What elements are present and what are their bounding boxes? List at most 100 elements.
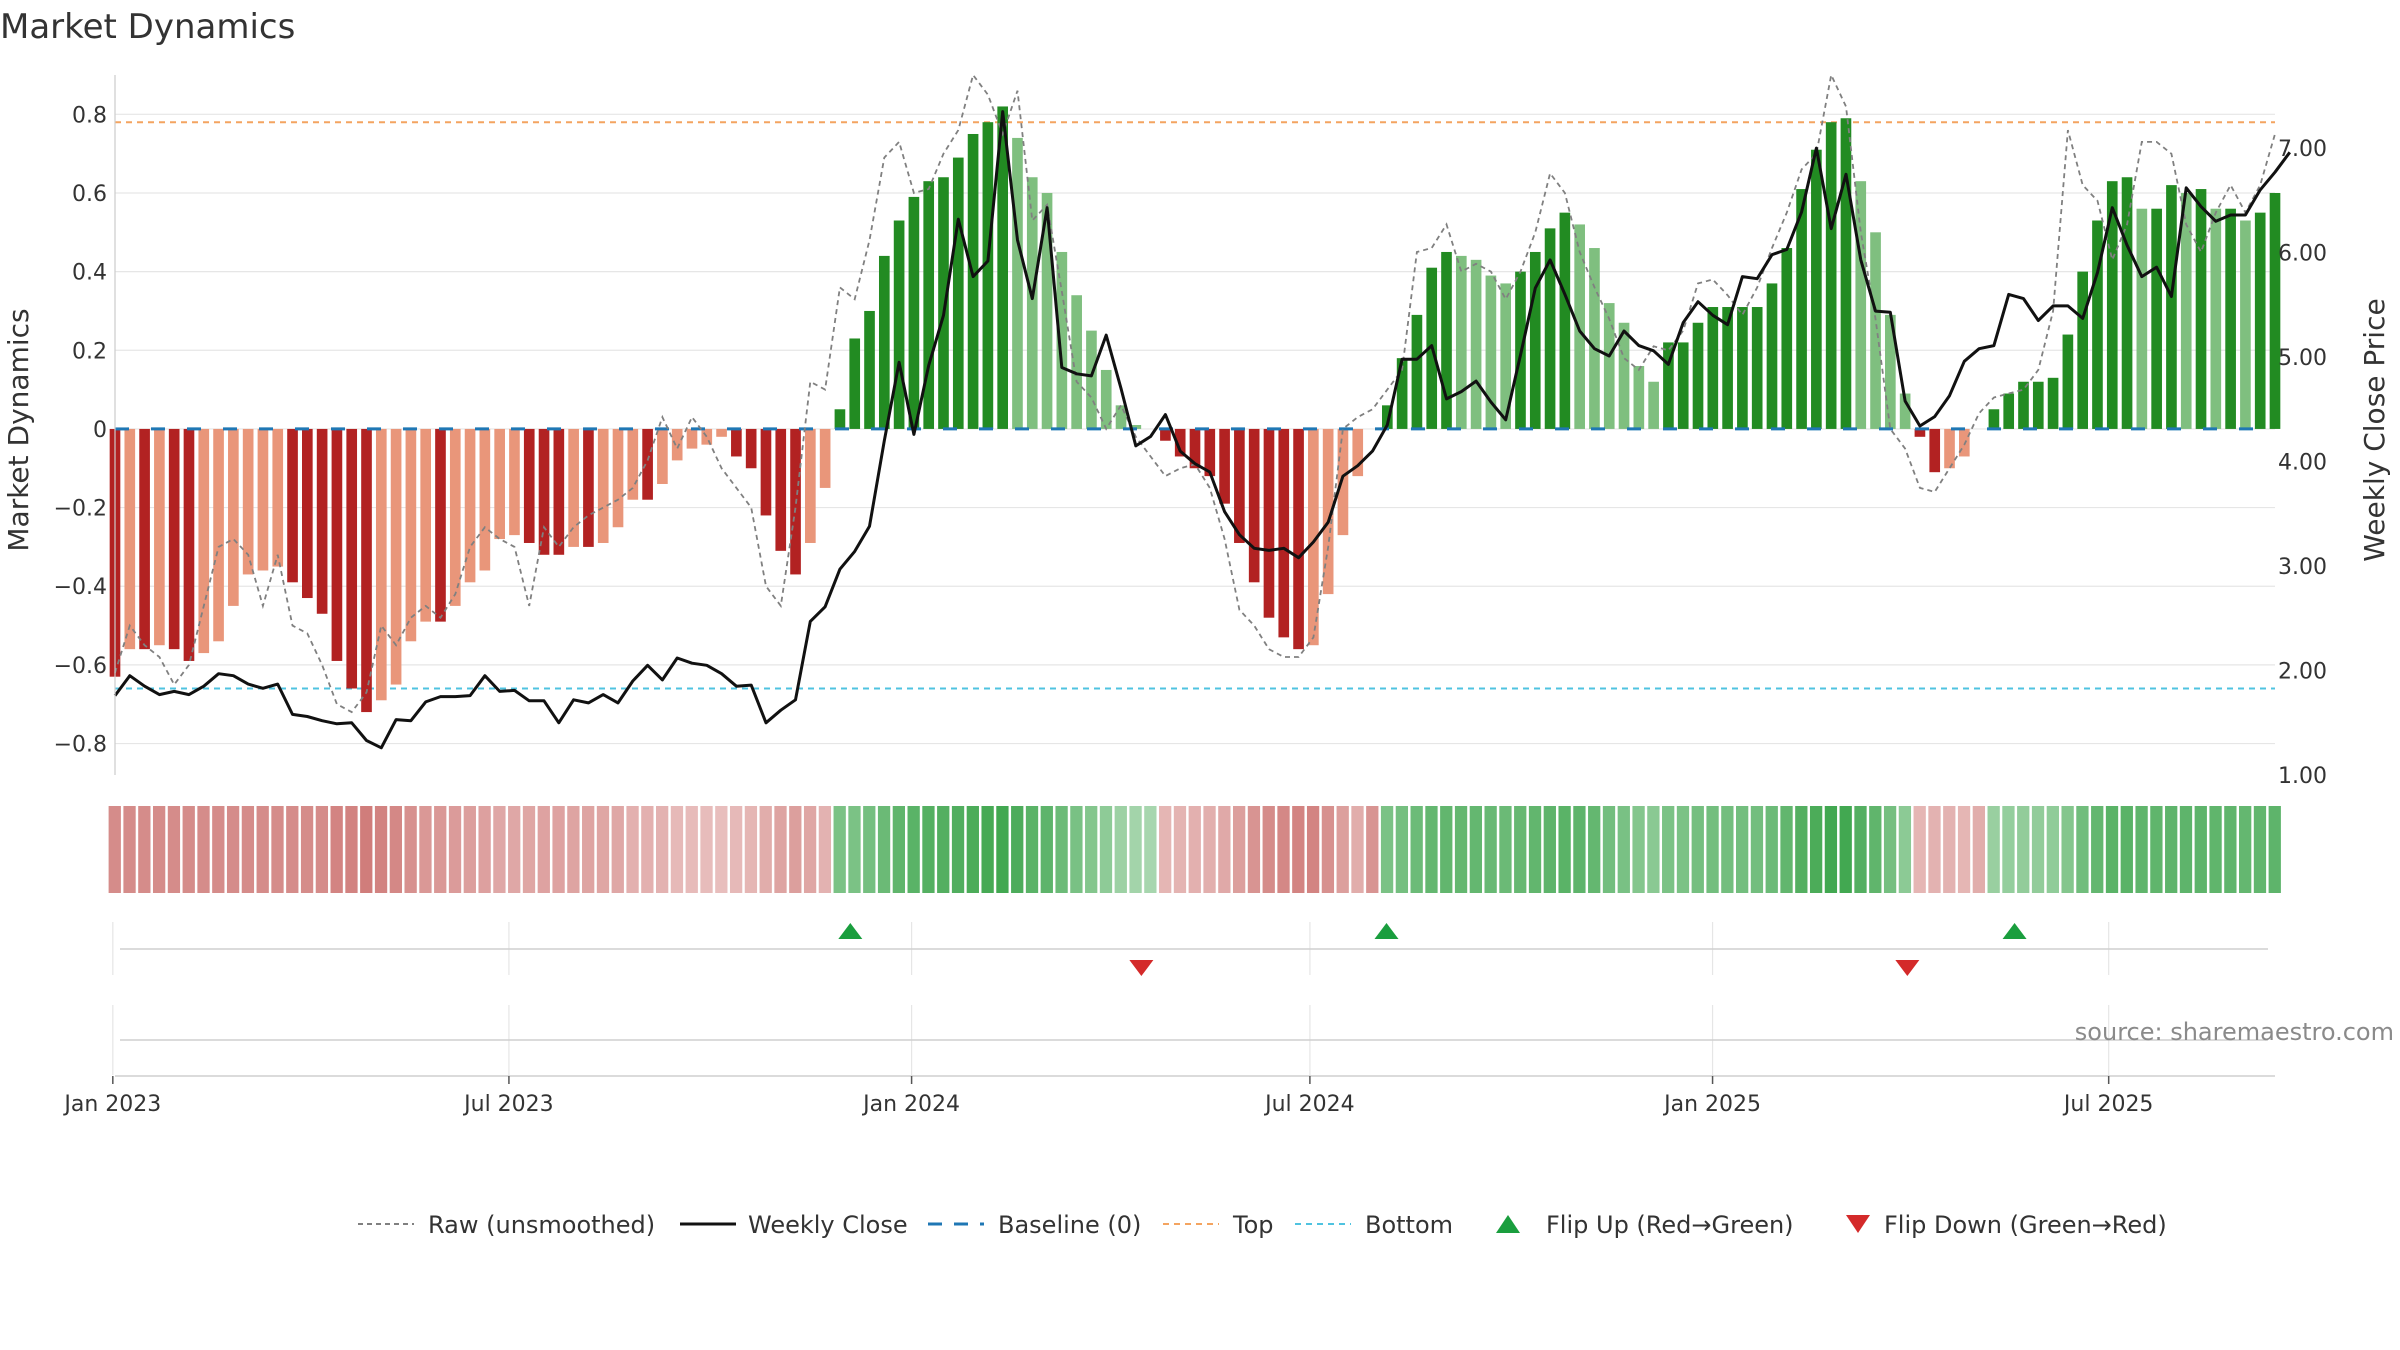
- market-dynamics-bar: [509, 428, 520, 536]
- market-dynamics-bar: [183, 428, 195, 661]
- strength-cell: [937, 806, 950, 893]
- strength-cell: [1839, 806, 1852, 893]
- market-dynamics-bar: [1589, 248, 1600, 429]
- strength-cell: [1203, 806, 1216, 893]
- strength-cell: [744, 806, 758, 893]
- market-dynamics-bar: [302, 428, 313, 599]
- strength-cell: [1869, 806, 1882, 893]
- strength-cell: [863, 806, 876, 893]
- strength-cell: [1085, 806, 1098, 893]
- strength-cell: [1173, 806, 1187, 893]
- x-axis-ticks: Jan 2023 Jul 2023 Jan 2024 Jul 2024 Jan 2025…: [62, 1005, 2275, 1117]
- market-dynamics-bar: [893, 220, 905, 429]
- market-dynamics-bar: [938, 177, 949, 429]
- market-dynamics-bar: [2269, 192, 2281, 429]
- legend-swatch-flip-up: [1496, 1215, 1520, 1233]
- market-dynamics-bar: [1012, 137, 1023, 429]
- strength-cell: [152, 806, 166, 893]
- strength-cell: [330, 806, 343, 893]
- strength-cell: [1070, 806, 1083, 893]
- market-dynamics-bar: [331, 428, 343, 661]
- strength-cell: [1292, 806, 1305, 893]
- flip-up-marker: [2002, 923, 2027, 939]
- market-dynamics-bar: [1840, 118, 1852, 429]
- strength-cell: [1632, 806, 1645, 893]
- strength-cell: [1321, 806, 1335, 893]
- legend-label-bottom: Bottom: [1365, 1211, 1453, 1239]
- strength-cell: [1159, 806, 1172, 893]
- market-dynamics-bar: [1988, 409, 2000, 429]
- strength-cell: [2091, 806, 2104, 893]
- legend-label-raw: Raw (unsmoothed): [428, 1211, 655, 1239]
- strength-cell: [1306, 806, 1320, 893]
- chart-title: Market Dynamics: [0, 7, 295, 47]
- market-dynamics-bar: [1929, 428, 1941, 473]
- market-dynamics-bar: [1855, 181, 1867, 429]
- y-right-tick-label: 5.00: [2278, 346, 2327, 371]
- market-dynamics-bar: [642, 428, 653, 500]
- strength-cell: [1099, 806, 1113, 893]
- market-dynamics-bar: [375, 428, 387, 701]
- strength-cell: [789, 806, 802, 893]
- strength-cell: [1676, 806, 1690, 893]
- strength-cell: [1602, 806, 1616, 893]
- strength-cell: [241, 806, 255, 893]
- market-dynamics-bar: [657, 428, 668, 484]
- strength-cell: [1617, 806, 1630, 893]
- y-right-tick-label: 3.00: [2278, 555, 2327, 580]
- strength-cell: [1366, 806, 1379, 893]
- market-dynamics-bar: [1529, 251, 1541, 429]
- strength-cell: [700, 806, 713, 893]
- strength-cell: [1647, 806, 1660, 893]
- market-dynamics-bar: [316, 428, 328, 614]
- strength-cell: [182, 806, 195, 893]
- market-dynamics-bar: [1574, 224, 1585, 429]
- market-dynamics-bar: [1885, 314, 1896, 429]
- market-dynamics-bar: [716, 428, 727, 437]
- market-dynamics-bar: [1944, 428, 1955, 469]
- strength-cell: [907, 806, 920, 893]
- market-dynamics-bar: [1781, 248, 1793, 429]
- market-dynamics-bar: [1618, 322, 1630, 429]
- y-right-tick-label: 1.00: [2278, 764, 2327, 789]
- market-dynamics-bar: [1293, 428, 1304, 650]
- market-dynamics-bar: [2225, 208, 2236, 429]
- strength-cell: [1824, 806, 1838, 893]
- flip-panel: [112, 922, 2268, 976]
- market-dynamics-bar: [1382, 405, 1393, 429]
- strength-cell: [877, 806, 891, 893]
- y-left-tick-label: −0.6: [54, 654, 107, 679]
- market-dynamics-bar: [1219, 428, 1230, 504]
- strength-cell: [167, 806, 181, 893]
- bars: [109, 106, 2281, 713]
- market-dynamics-bar: [346, 428, 358, 689]
- strength-cell: [108, 806, 121, 893]
- strength-cell: [1943, 806, 1956, 893]
- strength-cell: [448, 806, 462, 893]
- strength-cell: [404, 806, 417, 893]
- market-dynamics-bar: [1485, 275, 1497, 429]
- strength-cell: [1336, 806, 1349, 893]
- strength-cell: [2165, 806, 2178, 893]
- market-dynamics-bar: [849, 338, 861, 429]
- market-dynamics-bar: [1337, 428, 1349, 536]
- strength-cell: [463, 806, 476, 893]
- market-dynamics-bar: [494, 428, 505, 540]
- market-dynamics-bar: [2106, 181, 2118, 429]
- market-dynamics-bar: [878, 255, 890, 429]
- strength-cell: [1040, 806, 1053, 893]
- strength-cell: [212, 806, 225, 893]
- strength-cell: [582, 806, 595, 893]
- strength-cell: [833, 806, 846, 893]
- market-dynamics-bar: [1559, 212, 1571, 429]
- market-dynamics-bar: [1100, 369, 1112, 429]
- strength-cell: [1765, 806, 1778, 893]
- strength-cell: [848, 806, 861, 893]
- strength-cell: [2061, 806, 2074, 893]
- strength-cell: [1232, 806, 1246, 893]
- strength-cell: [552, 806, 565, 893]
- market-dynamics-bar: [1189, 428, 1201, 469]
- strength-cell: [123, 806, 136, 893]
- legend-label-close: Weekly Close: [748, 1211, 908, 1239]
- market-dynamics-bar: [2003, 393, 2015, 429]
